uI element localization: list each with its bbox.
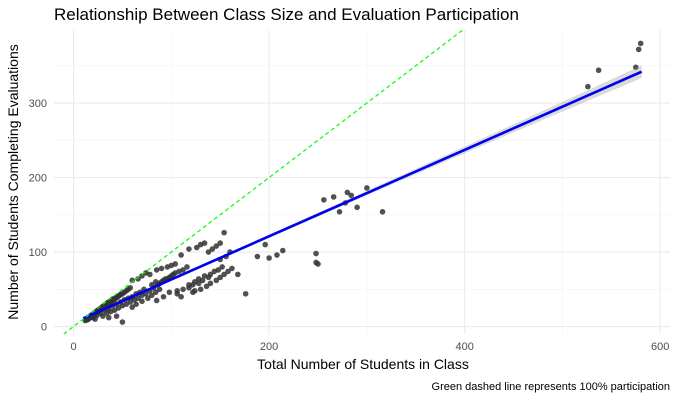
data-point bbox=[217, 274, 224, 281]
data-point bbox=[186, 282, 192, 288]
data-point bbox=[139, 298, 145, 305]
data-point bbox=[145, 295, 151, 302]
data-point bbox=[105, 314, 112, 321]
data-point bbox=[321, 197, 327, 203]
data-point bbox=[113, 313, 120, 319]
data-point bbox=[348, 192, 355, 199]
data-point bbox=[178, 293, 184, 300]
data-point bbox=[364, 185, 370, 191]
data-point bbox=[221, 271, 227, 278]
data-point bbox=[201, 273, 208, 279]
data-point bbox=[585, 83, 591, 90]
data-point bbox=[262, 241, 269, 248]
data-point bbox=[119, 319, 126, 325]
x-tick-label: 400 bbox=[455, 341, 473, 353]
plot-area bbox=[63, 29, 644, 335]
data-point bbox=[215, 267, 222, 273]
regression-line bbox=[82, 70, 643, 320]
data-point bbox=[192, 287, 198, 294]
data-point bbox=[129, 304, 136, 310]
x-axis-title: Total Number of Students in Class bbox=[257, 356, 469, 372]
data-point bbox=[235, 271, 241, 278]
data-point bbox=[152, 289, 159, 296]
data-point bbox=[379, 209, 386, 215]
data-point bbox=[92, 316, 98, 322]
data-point bbox=[229, 265, 235, 272]
data-point bbox=[201, 240, 208, 246]
data-point bbox=[336, 209, 343, 215]
data-point bbox=[242, 290, 249, 297]
data-point bbox=[213, 277, 220, 284]
chart-caption: Green dashed line represents 100% partic… bbox=[432, 381, 670, 393]
data-point bbox=[178, 252, 184, 258]
data-point bbox=[195, 276, 202, 282]
data-point bbox=[135, 276, 141, 282]
data-point bbox=[186, 246, 192, 252]
data-point bbox=[213, 243, 220, 249]
data-point bbox=[266, 255, 272, 261]
data-point bbox=[156, 286, 163, 293]
x-tick-label: 600 bbox=[651, 341, 669, 353]
y-tick-label: 300 bbox=[29, 98, 47, 110]
data-point bbox=[221, 229, 227, 236]
data-point bbox=[135, 295, 141, 302]
data-point bbox=[197, 286, 204, 293]
data-point bbox=[180, 286, 186, 293]
reference-line bbox=[63, 29, 464, 335]
data-point bbox=[192, 279, 198, 285]
data-point bbox=[193, 244, 200, 251]
data-point bbox=[100, 313, 106, 319]
data-point bbox=[637, 40, 644, 47]
data-point bbox=[219, 264, 225, 270]
x-tick-label: 0 bbox=[70, 341, 76, 353]
data-point bbox=[172, 261, 179, 267]
data-point bbox=[153, 297, 160, 304]
data-point bbox=[147, 271, 153, 278]
data-point bbox=[153, 267, 160, 273]
data-point bbox=[158, 265, 165, 272]
data-point bbox=[166, 289, 173, 296]
data-point bbox=[313, 250, 319, 257]
data-point bbox=[254, 253, 261, 260]
data-point bbox=[217, 240, 224, 246]
data-point bbox=[330, 194, 337, 200]
chart-title: Relationship Between Class Size and Eval… bbox=[54, 5, 519, 24]
data-point bbox=[209, 246, 216, 252]
axes: 0 200 400 600 0 100 200 300 bbox=[29, 98, 670, 353]
data-point bbox=[354, 204, 360, 211]
x-tick-label: 200 bbox=[260, 341, 278, 353]
data-point bbox=[127, 285, 134, 291]
y-tick-label: 100 bbox=[29, 247, 47, 259]
data-point bbox=[632, 64, 639, 71]
data-point bbox=[225, 268, 231, 275]
y-tick-label: 200 bbox=[29, 173, 47, 185]
data-point bbox=[274, 252, 280, 258]
data-point bbox=[344, 189, 351, 196]
data-point bbox=[207, 280, 214, 287]
data-point bbox=[203, 283, 210, 290]
data-point bbox=[207, 271, 214, 278]
data-point bbox=[174, 290, 180, 297]
data-point bbox=[129, 277, 136, 284]
data-point bbox=[595, 67, 602, 74]
data-point bbox=[139, 273, 145, 279]
data-point bbox=[315, 261, 321, 267]
data-point bbox=[160, 293, 167, 300]
data-point bbox=[133, 301, 139, 307]
data-point bbox=[180, 267, 186, 273]
data-point bbox=[280, 247, 286, 254]
data-point bbox=[635, 46, 642, 53]
data-point bbox=[205, 249, 212, 255]
data-point bbox=[148, 292, 155, 299]
y-axis-title: Number of Students Completing Evaluation… bbox=[5, 44, 21, 319]
data-point bbox=[168, 273, 175, 279]
data-point bbox=[184, 264, 190, 270]
y-tick-label: 0 bbox=[41, 322, 47, 334]
grid bbox=[54, 30, 670, 334]
